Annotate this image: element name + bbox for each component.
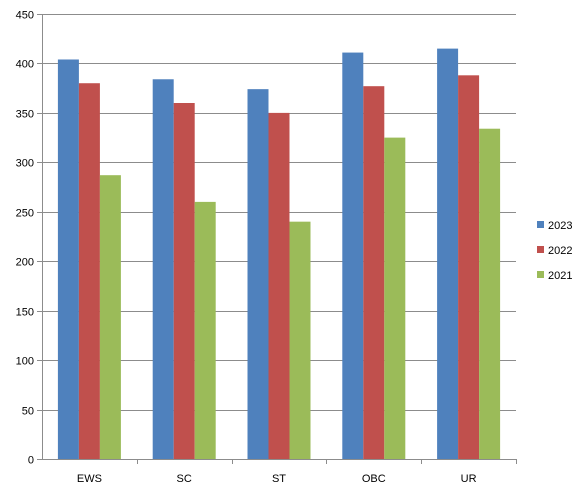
bar-2021-ews: [99, 175, 121, 459]
bar-2023-ews: [57, 59, 79, 459]
y-tick-labels: 0 50 100 150 200 250 300 350 400 450: [16, 10, 34, 467]
legend-label: 2023: [548, 220, 572, 232]
bar-2023-st: [247, 89, 269, 460]
legend-swatch-2021: [537, 271, 544, 278]
x-tick-label: SC: [177, 473, 192, 485]
legend-label: 2021: [548, 270, 572, 282]
x-tick-label: EWS: [77, 473, 102, 485]
x-tick-label: OBC: [362, 473, 386, 485]
bar-2022-obc: [363, 86, 385, 459]
legend-swatch-2022: [537, 246, 544, 253]
x-tick-label: ST: [272, 473, 286, 485]
x-tick-labels: EWS SC ST OBC UR: [77, 473, 477, 485]
y-tick-label: 350: [16, 109, 34, 121]
bar-2021-ur: [479, 128, 501, 459]
y-tick-label: 50: [22, 406, 34, 418]
y-tick-label: 150: [16, 307, 34, 319]
bar-2022-ews: [78, 83, 100, 459]
bar-2021-obc: [384, 137, 406, 459]
y-tick-label: 100: [16, 356, 34, 368]
legend-swatch-2023: [537, 221, 544, 228]
axes: [37, 14, 517, 464]
x-tick-label: UR: [461, 473, 477, 485]
bar-2022-ur: [458, 75, 480, 460]
legend: 2023 2022 2021: [537, 220, 572, 282]
bar-2021-st: [289, 221, 311, 459]
y-tick-label: 450: [16, 10, 34, 22]
y-tick-label: 0: [28, 455, 34, 467]
y-tick-label: 400: [16, 59, 34, 71]
y-tick-label: 300: [16, 158, 34, 170]
bar-2022-sc: [173, 103, 195, 459]
y-tick-label: 200: [16, 257, 34, 269]
bar-2023-obc: [342, 52, 364, 460]
bars: [57, 48, 501, 460]
bar-2023-ur: [437, 48, 459, 459]
bar-2023-sc: [152, 79, 174, 460]
bar-2021-sc: [194, 201, 216, 459]
bar-2022-st: [268, 112, 290, 459]
y-tick-label: 250: [16, 208, 34, 220]
legend-label: 2022: [548, 245, 572, 257]
